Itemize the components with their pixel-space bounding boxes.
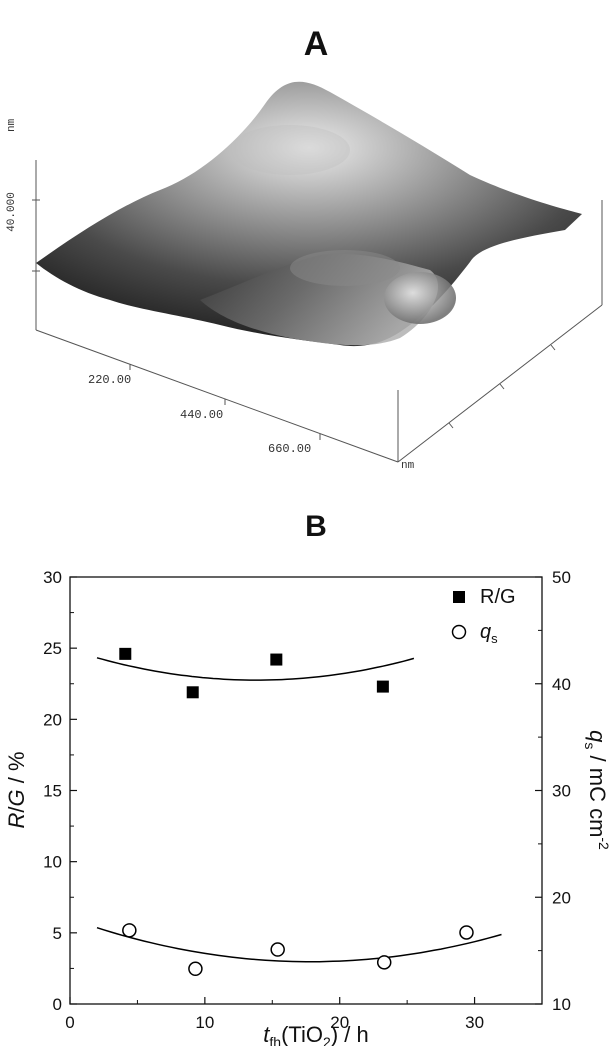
point-qs — [270, 942, 285, 957]
x-tick-label-3: 660.00 — [268, 442, 311, 456]
depth-axis-unit: nm — [401, 460, 415, 472]
point-qs — [122, 923, 137, 938]
fit-curve-qs — [96, 926, 502, 963]
fit-curve-rg — [96, 657, 415, 681]
y2-tick-label: 10 — [552, 995, 571, 1014]
y2-tick-label: 20 — [552, 888, 571, 907]
x-tick-label: 30 — [465, 1013, 484, 1032]
point-qs — [188, 961, 203, 977]
afm-surface — [36, 81, 582, 347]
y-tick-label: 30 — [43, 568, 62, 587]
fit-curves — [96, 657, 502, 963]
panel-a-label: A — [304, 25, 329, 63]
y2-tick-label: 40 — [552, 675, 571, 694]
point-rg — [376, 680, 389, 693]
y-axis-label: R/G / % — [4, 751, 29, 828]
legend-marker-qs — [451, 624, 467, 640]
legend-label-rg: R/G — [480, 586, 516, 608]
y-tick-label: 25 — [43, 639, 62, 658]
y2-tick-label: 30 — [552, 782, 571, 801]
y-tick-label: 10 — [43, 853, 62, 872]
point-rg — [186, 686, 199, 699]
right-y-axis: 10 20 30 40 50 — [535, 568, 571, 1014]
point-qs — [376, 955, 392, 970]
y-tick-label: 15 — [43, 782, 62, 801]
chart-title: B — [305, 510, 327, 543]
afm-surface-panel: A nm 40.000 220.00 440.00 660.00 nm — [6, 25, 603, 472]
x-tick-label-2: 440.00 — [180, 408, 223, 422]
point-qs — [459, 925, 474, 940]
afm-axes-box — [32, 160, 603, 463]
y2-tick-label: 50 — [552, 568, 571, 587]
x-tick-label: 0 — [65, 1013, 74, 1032]
legend-label-qs: qs — [480, 621, 498, 646]
chart-b: B 0 5 10 15 20 25 30 10 20 30 40 50 0 10 20 30 tfh(Ti… — [4, 510, 612, 1046]
x-tick-label: 20 — [330, 1013, 349, 1032]
z-axis-unit: nm — [6, 118, 18, 132]
x-tick-label: 10 — [195, 1013, 214, 1032]
x-tick-label-1: 220.00 — [88, 373, 131, 387]
point-rg — [270, 653, 283, 666]
x-axis-label: tfh(TiO2) / h — [263, 1022, 368, 1046]
y-tick-label: 5 — [53, 924, 62, 943]
y-tick-label: 0 — [53, 995, 62, 1014]
y-tick-label: 20 — [43, 710, 62, 729]
y2-axis-label: qs / mC cm-2 — [582, 730, 612, 850]
point-rg — [119, 647, 132, 660]
x-axis: 0 10 20 30 — [65, 997, 484, 1032]
left-y-axis: 0 5 10 15 20 25 30 — [43, 568, 77, 1014]
legend-marker-rg — [453, 591, 465, 603]
data-points — [119, 647, 474, 977]
z-axis-tick-label: 40.000 — [6, 192, 18, 232]
legend: R/G qs — [451, 586, 516, 646]
